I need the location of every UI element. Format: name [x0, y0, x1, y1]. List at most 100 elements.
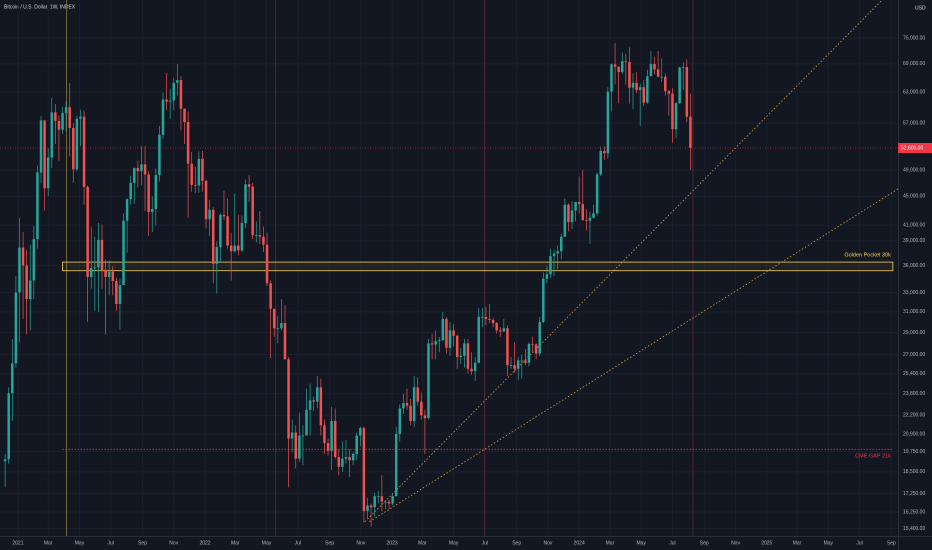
candle-body: [176, 80, 179, 83]
candle-body: [538, 322, 541, 354]
candle-body: [470, 368, 473, 372]
candle-body: [620, 61, 624, 73]
candle-body: [147, 174, 150, 212]
candle-body: [75, 118, 79, 170]
last-price-box: [898, 143, 932, 154]
candle-body: [50, 112, 54, 158]
candle-body: [283, 323, 287, 360]
x-tick-label: Jul: [482, 540, 488, 546]
x-tick-label: Mar: [418, 540, 427, 546]
candle-body: [628, 62, 631, 88]
candle-body: [247, 184, 251, 187]
x-tick-label: 2025: [761, 540, 772, 546]
candle-body: [57, 120, 61, 130]
candle-body: [441, 318, 445, 341]
candle-body: [624, 61, 628, 63]
candle-body: [664, 76, 667, 92]
candle-body: [567, 204, 570, 223]
x-tick-label: Mar: [793, 540, 802, 546]
x-tick-label: Jul: [856, 540, 862, 546]
x-tick-label: Sep: [512, 540, 521, 546]
candle-body: [473, 362, 477, 372]
candle-body: [140, 164, 143, 172]
x-tick-label: 2023: [387, 540, 398, 546]
x-tick-label: Nov: [731, 540, 740, 546]
golden-pocket-zone: [62, 261, 894, 272]
candle-body: [272, 308, 276, 329]
candle-body: [197, 158, 201, 186]
candle-body: [333, 420, 337, 458]
candle-body: [290, 432, 294, 439]
candle-body: [463, 343, 466, 356]
candle-body: [617, 66, 620, 73]
candle-body: [448, 330, 452, 348]
x-tick-label: May: [824, 540, 834, 546]
candle-body: [674, 103, 678, 130]
candle-body: [545, 274, 549, 279]
candle-body: [495, 323, 498, 331]
candle-body: [319, 387, 323, 426]
candle-body: [46, 157, 50, 189]
currency-label: USD: [915, 5, 926, 11]
cme-gap-label: CME GAP 21k: [855, 454, 891, 460]
candle-body: [574, 201, 577, 211]
candle-body: [326, 443, 330, 451]
candle-body: [445, 318, 448, 348]
candle-body: [420, 401, 423, 416]
candle-body: [412, 387, 416, 421]
candle-body: [355, 435, 358, 454]
y-tick-label: 18,500.00: [903, 469, 925, 475]
candle-body: [115, 280, 118, 304]
candle-body: [36, 172, 39, 240]
candle-body: [581, 204, 585, 220]
candle-body: [161, 99, 165, 135]
candle-body: [341, 458, 344, 467]
candle-body: [660, 76, 663, 78]
candle-body: [237, 245, 240, 251]
candle-body: [344, 457, 348, 459]
y-tick-label: 17,250.00: [903, 491, 925, 497]
candle-body: [491, 319, 495, 324]
candle-body: [25, 265, 28, 300]
x-tick-label: Nov: [543, 540, 552, 546]
candle-body: [398, 408, 402, 435]
y-tick-label: 63,000.00: [903, 89, 925, 95]
x-tick-label: Sep: [700, 540, 709, 546]
candle-body: [649, 63, 653, 77]
candle-body: [603, 150, 606, 154]
candle-body: [269, 283, 272, 309]
y-tick-label: 25,400.00: [903, 371, 925, 377]
candle-body: [330, 420, 333, 451]
candle-body: [294, 432, 298, 459]
candle-body: [362, 428, 366, 512]
x-tick-label: May: [636, 540, 646, 546]
candle-body: [64, 107, 68, 113]
y-tick-label: 41,000.00: [903, 223, 925, 229]
candle-body: [226, 216, 229, 246]
candle-body: [280, 323, 283, 329]
x-tick-label: Nov: [169, 540, 178, 546]
candle-body: [610, 64, 613, 92]
x-tick-label: Mar: [606, 540, 615, 546]
candle-body: [150, 209, 154, 212]
candle-body: [638, 87, 642, 91]
candle-body: [194, 184, 197, 186]
candle-body: [93, 267, 97, 269]
candle-body: [104, 269, 107, 277]
candle-body: [3, 459, 7, 462]
candle-body: [599, 150, 602, 175]
y-tick-label: 36,000.00: [903, 263, 925, 269]
candle-body: [527, 343, 531, 363]
candle-body: [61, 112, 64, 130]
candle-body: [613, 64, 617, 67]
candle-body: [301, 435, 305, 437]
candle-body: [89, 268, 93, 277]
candle-body: [556, 251, 559, 254]
x-tick-label: Jul: [669, 540, 675, 546]
candle-body: [384, 501, 387, 503]
candle-body: [387, 501, 391, 504]
candle-body: [348, 457, 351, 461]
candle-body: [427, 343, 430, 419]
candle-body: [351, 453, 355, 461]
candle-body: [642, 87, 646, 103]
